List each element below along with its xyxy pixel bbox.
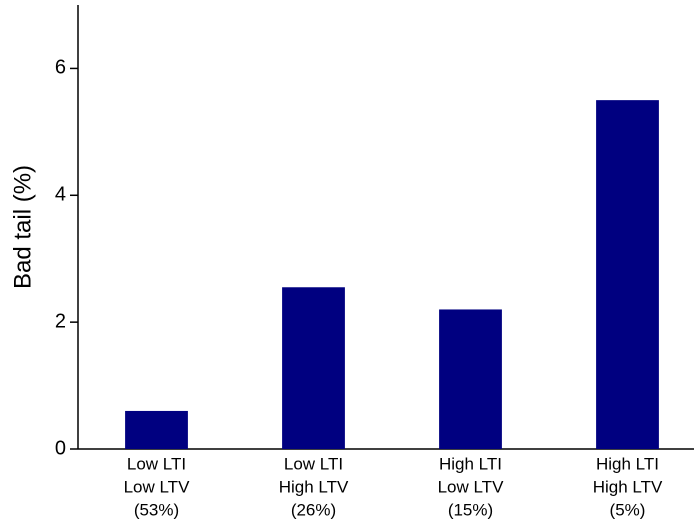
- y-tick-label: 4: [55, 184, 66, 206]
- x-tick-label: Low LTV: [124, 477, 190, 496]
- x-tick-label: High LTV: [593, 477, 663, 496]
- bar: [596, 100, 659, 450]
- x-tick-label: High LTI: [439, 454, 502, 473]
- x-tick-label: Low LTV: [438, 477, 504, 496]
- bar: [439, 309, 502, 449]
- y-tick-label: 0: [55, 437, 66, 459]
- x-tick-label: Low LTI: [127, 454, 186, 473]
- x-tick-label: Low LTI: [284, 454, 343, 473]
- x-tick-label: (5%): [610, 500, 646, 519]
- bar: [125, 410, 188, 449]
- bar: [282, 287, 345, 449]
- y-axis-label: Bad tail (%): [9, 165, 36, 289]
- x-tick-label: High LTV: [279, 477, 349, 496]
- y-tick-label: 6: [55, 57, 66, 79]
- x-tick-label: (15%): [448, 500, 493, 519]
- x-tick-label: (26%): [291, 500, 336, 519]
- y-tick-label: 2: [55, 310, 66, 332]
- x-tick-label: (53%): [134, 500, 179, 519]
- x-tick-label: High LTI: [596, 454, 659, 473]
